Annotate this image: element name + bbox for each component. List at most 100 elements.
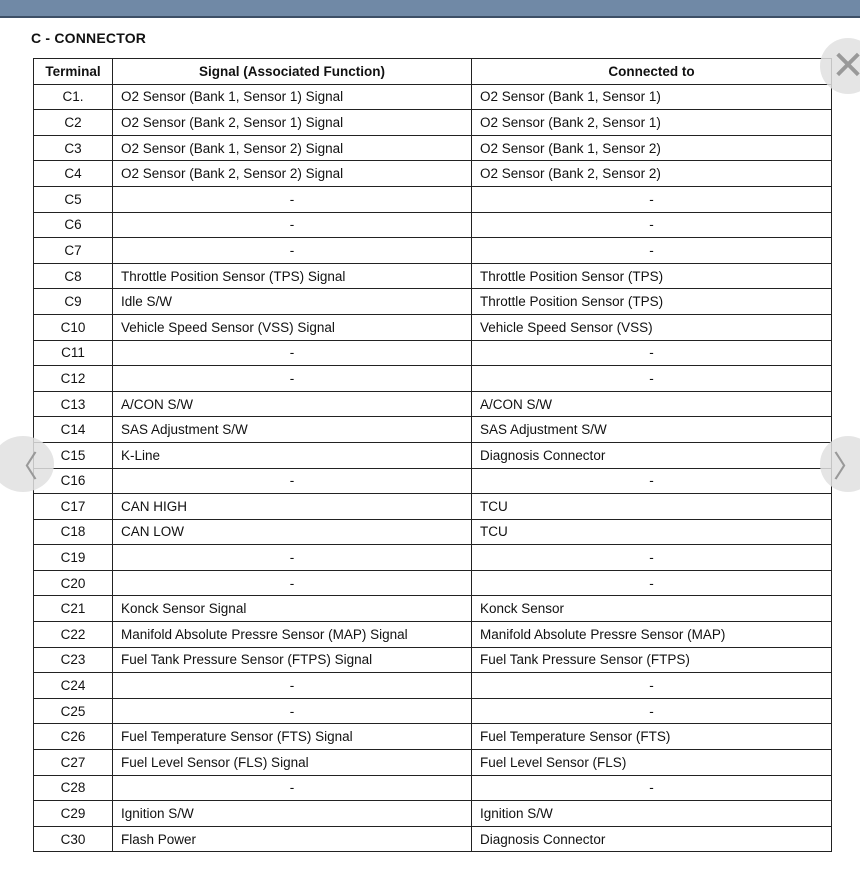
signal-cell: CAN HIGH [112,493,472,520]
terminal-cell: C3 [33,134,113,162]
signal-cell: A/CON S/W [112,390,472,418]
table-row: C20- - [33,569,832,597]
terminal-cell: C10 [33,313,113,341]
connected-to-cell: - [471,569,832,597]
table-row: C29 Ignition S/W Ignition S/W [33,800,832,827]
signal-cell: CAN LOW [112,518,472,546]
close-button[interactable]: ✕ [820,38,860,94]
table-row: C24- - [33,672,832,699]
previous-button[interactable]: 〈 [0,436,54,492]
terminal-cell: C19 [33,544,113,571]
connected-to-cell: A/CON S/W [471,390,832,418]
signal-cell: - [112,697,472,725]
terminal-cell: C14 [33,416,113,443]
terminal-cell: C28 [33,774,113,802]
connected-to-cell: O2 Sensor (Bank 2, Sensor 1) [471,109,832,136]
signal-cell: - [112,467,472,495]
signal-cell: - [112,544,472,571]
chevron-left-icon: 〈 [8,451,38,484]
connected-to-cell: Ignition S/W [471,800,832,827]
table-row: C30 Flash Power Diagnosis Connector [33,825,832,853]
signal-cell: - [112,672,472,699]
table-row: C18 CAN LOW TCU [33,518,832,546]
terminal-cell: C8 [33,262,113,290]
terminal-cell: C2 [33,109,113,136]
table-row: C2 O2 Sensor (Bank 2, Sensor 1) Signal O2 … [33,109,832,136]
table-row: C26 Fuel Temperature Sensor (FTS) Signal F… [33,723,832,751]
signal-cell: - [112,237,472,264]
connected-to-cell: Fuel Level Sensor (FLS) [471,749,832,776]
signal-cell: K-Line [112,441,472,469]
signal-cell: Fuel Temperature Sensor (FTS) Signal [112,723,472,751]
terminal-cell: C17 [33,493,113,520]
terminal-cell: C29 [33,800,113,827]
connected-to-cell: Konck Sensor [471,595,832,623]
terminal-cell: C7 [33,237,113,264]
signal-cell: Idle S/W [112,288,472,315]
terminal-cell: C25 [33,697,113,725]
connected-to-cell: TCU [471,518,832,546]
table-row: C25- - [33,697,832,725]
terminal-cell: C22 [33,621,113,648]
signal-cell: Throttle Position Sensor (TPS) Signal [112,262,472,290]
connected-to-cell: - [471,211,832,239]
terminal-cell: C30 [33,825,113,853]
connected-to-cell: - [471,774,832,802]
header-connected-to: Connected to [471,58,832,85]
terminal-cell: C21 [33,595,113,623]
terminal-cell: C12 [33,365,113,392]
next-button[interactable]: 〉 [820,436,860,492]
connected-to-cell: - [471,467,832,495]
connector-table: Terminal Signal (Associated Function) Co… [33,58,832,853]
terminal-cell: C26 [33,723,113,751]
signal-cell: Fuel Tank Pressure Sensor (FTPS) Signal [112,646,472,674]
table-row: C1. O2 Sensor (Bank 1, Sensor 1) Signal O2… [33,83,832,111]
connected-to-cell: Diagnosis Connector [471,441,832,469]
table-row: C3 O2 Sensor (Bank 1, Sensor 2) Signal O2 … [33,134,832,162]
table-row: C15 K-Line Diagnosis Connector [33,441,832,469]
connected-to-cell: - [471,185,832,213]
terminal-cell: C24 [33,672,113,699]
page-title: C - CONNECTOR [31,30,147,46]
connected-to-cell: - [471,237,832,264]
connected-to-cell: SAS Adjustment S/W [471,416,832,443]
table-row: C10 Vehicle Speed Sensor (VSS) Signal Vehi… [33,313,832,341]
signal-cell: - [112,774,472,802]
table-row: C13 A/CON S/W A/CON S/W [33,390,832,418]
table-row: C27 Fuel Level Sensor (FLS) Signal Fuel Le… [33,749,832,776]
signal-cell: SAS Adjustment S/W [112,416,472,443]
table-row: C12- - [33,365,832,392]
table-header-row: Terminal Signal (Associated Function) Co… [33,58,832,85]
table-row: C5- - [33,185,832,213]
signal-cell: - [112,185,472,213]
terminal-cell: C1. [33,83,113,111]
table-row: C8 Throttle Position Sensor (TPS) Signal T… [33,262,832,290]
terminal-cell: C6 [33,211,113,239]
table-row: C9 Idle S/W Throttle Position Sensor (TPS) [33,288,832,315]
connected-to-cell: - [471,544,832,571]
viewer-top-bar [0,0,860,18]
table-row: C4 O2 Sensor (Bank 2, Sensor 2) Signal O2 … [33,160,832,187]
table-row: C23 Fuel Tank Pressure Sensor (FTPS) Sign… [33,646,832,674]
table-row: C17 CAN HIGH TCU [33,493,832,520]
connected-to-cell: Fuel Temperature Sensor (FTS) [471,723,832,751]
signal-cell: - [112,211,472,239]
signal-cell: - [112,569,472,597]
terminal-cell: C11 [33,339,113,367]
signal-cell: Fuel Level Sensor (FLS) Signal [112,749,472,776]
connected-to-cell: O2 Sensor (Bank 2, Sensor 2) [471,160,832,187]
signal-cell: O2 Sensor (Bank 2, Sensor 2) Signal [112,160,472,187]
terminal-cell: C4 [33,160,113,187]
signal-cell: Flash Power [112,825,472,853]
terminal-cell: C5 [33,185,113,213]
signal-cell: O2 Sensor (Bank 1, Sensor 1) Signal [112,83,472,111]
table-row: C16- - [33,467,832,495]
connected-to-cell: - [471,365,832,392]
signal-cell: Konck Sensor Signal [112,595,472,623]
signal-cell: Ignition S/W [112,800,472,827]
connected-to-cell: Diagnosis Connector [471,825,832,853]
signal-cell: - [112,365,472,392]
table-row: C22 Manifold Absolute Pressre Sensor (MAP… [33,621,832,648]
terminal-cell: C9 [33,288,113,315]
signal-cell: O2 Sensor (Bank 1, Sensor 2) Signal [112,134,472,162]
